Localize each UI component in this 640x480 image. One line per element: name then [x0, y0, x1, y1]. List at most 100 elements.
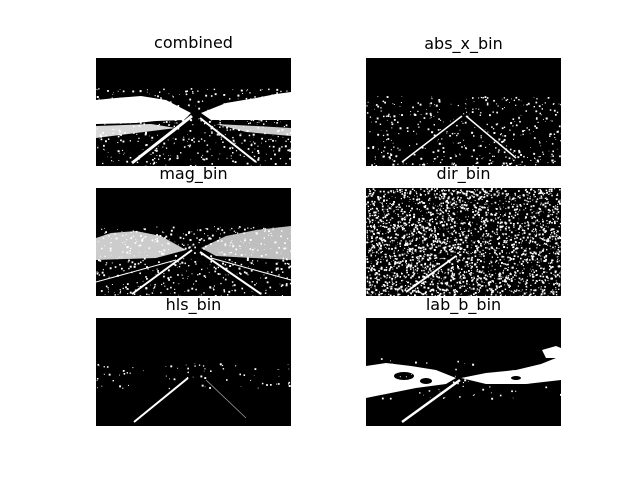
- noise-pixel: [505, 156, 507, 158]
- noise-pixel: [277, 383, 280, 385]
- noise-pixel: [544, 267, 545, 269]
- noise-pixel: [521, 226, 522, 227]
- noise-pixel: [274, 94, 276, 95]
- noise-pixel: [435, 218, 437, 221]
- noise-pixel: [495, 208, 498, 210]
- noise-pixel: [463, 192, 466, 195]
- noise-pixel: [548, 189, 550, 191]
- noise-pixel: [385, 281, 387, 283]
- noise-pixel: [457, 211, 458, 213]
- noise-pixel: [371, 219, 374, 222]
- noise-pixel: [430, 253, 432, 254]
- noise-pixel: [385, 253, 387, 256]
- noise-pixel: [285, 284, 288, 287]
- noise-pixel: [106, 103, 108, 105]
- noise-pixel: [239, 373, 241, 376]
- noise-pixel: [498, 149, 500, 151]
- noise-pixel: [435, 256, 438, 259]
- noise-pixel: [234, 142, 236, 144]
- noise-pixel: [369, 220, 371, 223]
- noise-pixel: [502, 203, 504, 205]
- noise-pixel: [483, 196, 485, 199]
- noise-pixel: [189, 239, 192, 241]
- noise-pixel: [492, 290, 495, 292]
- noise-pixel: [472, 222, 473, 224]
- noise-pixel: [547, 244, 549, 246]
- noise-pixel: [229, 147, 231, 150]
- noise-pixel: [430, 102, 433, 105]
- noise-pixel: [536, 233, 538, 235]
- noise-pixel: [118, 101, 120, 103]
- noise-pixel: [479, 228, 482, 231]
- noise-pixel: [453, 227, 454, 229]
- noise-pixel: [392, 217, 394, 219]
- noise-pixel: [531, 253, 533, 254]
- noise-pixel: [533, 137, 536, 139]
- noise-pixel: [367, 270, 370, 273]
- noise-pixel: [515, 208, 517, 211]
- noise-pixel: [155, 274, 157, 275]
- noise-pixel: [178, 265, 181, 268]
- noise-pixel: [483, 206, 485, 209]
- noise-pixel: [536, 264, 538, 266]
- noise-pixel: [376, 243, 378, 245]
- noise-pixel: [481, 280, 483, 282]
- noise-pixel: [386, 282, 389, 285]
- noise-pixel: [456, 292, 458, 293]
- noise-pixel: [388, 281, 391, 283]
- noise-pixel: [240, 89, 243, 92]
- noise-pixel: [282, 259, 285, 262]
- noise-pixel: [463, 228, 465, 230]
- noise-pixel: [252, 136, 254, 138]
- noise-pixel: [539, 237, 541, 239]
- noise-pixel: [114, 233, 116, 235]
- noise-pixel: [395, 281, 398, 283]
- noise-pixel: [557, 244, 559, 246]
- noise-pixel: [264, 160, 266, 161]
- noise-pixel: [510, 267, 512, 269]
- noise-pixel: [541, 292, 543, 294]
- noise-pixel: [379, 232, 380, 234]
- noise-pixel: [535, 270, 538, 272]
- noise-pixel: [412, 271, 415, 274]
- noise-pixel: [438, 389, 440, 391]
- noise-pixel: [552, 228, 555, 231]
- noise-pixel: [486, 200, 488, 203]
- noise-pixel: [399, 127, 402, 130]
- noise-pixel: [261, 142, 262, 144]
- noise-pixel: [411, 262, 413, 264]
- noise-pixel: [418, 262, 419, 263]
- noise-pixel: [273, 150, 275, 152]
- noise-pixel: [505, 162, 508, 164]
- noise-pixel: [475, 252, 477, 253]
- noise-pixel: [179, 236, 182, 239]
- noise-pixel: [417, 289, 419, 291]
- noise-pixel: [480, 277, 482, 280]
- noise-pixel: [366, 275, 368, 277]
- noise-pixel: [268, 88, 270, 91]
- noise-pixel: [438, 238, 440, 240]
- noise-pixel: [110, 156, 112, 158]
- noise-pixel: [438, 142, 441, 145]
- mag-lane-lines: [96, 249, 291, 295]
- noise-pixel: [373, 229, 375, 231]
- noise-pixel: [135, 97, 137, 99]
- noise-pixel: [412, 259, 414, 261]
- noise-pixel: [536, 98, 538, 100]
- noise-pixel: [547, 277, 549, 279]
- noise-pixel: [459, 286, 462, 289]
- noise-pixel: [538, 214, 540, 216]
- noise-pixel: [548, 268, 551, 271]
- noise-pixel: [239, 272, 241, 274]
- noise-pixel: [446, 206, 449, 209]
- noise-pixel: [454, 154, 456, 155]
- noise-pixel: [500, 225, 503, 228]
- noise-pixel: [254, 142, 256, 145]
- noise-pixel: [470, 267, 472, 269]
- noise-pixel: [455, 244, 457, 246]
- noise-pixel: [276, 88, 279, 91]
- noise-pixel: [368, 285, 370, 287]
- noise-pixel: [243, 374, 246, 376]
- noise-pixel: [472, 211, 475, 213]
- noise-pixel: [501, 378, 503, 380]
